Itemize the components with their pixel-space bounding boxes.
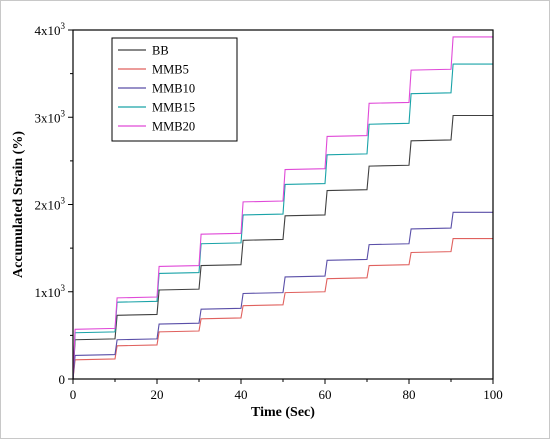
legend-label-bb: BB <box>152 44 169 58</box>
y-tick-label: 0 <box>59 372 66 387</box>
x-tick-label: 0 <box>70 387 77 402</box>
y-axis-title: Accumulated Strain (%) <box>11 131 26 278</box>
series-line-mmb5 <box>72 237 493 380</box>
y-tick-label-base: 0 <box>59 372 66 387</box>
x-axis-title: Time (Sec) <box>251 405 315 420</box>
legend: BB MMB5 MMB10 MMB15 MMB20 <box>111 37 238 142</box>
series-layer <box>72 36 493 380</box>
legend-label-mmb20: MMB20 <box>152 120 195 134</box>
y-tick-label-exponent: 3 <box>61 283 66 293</box>
y-tick-label-exponent: 3 <box>61 21 66 31</box>
x-tick-label: 40 <box>235 387 248 402</box>
y-tick-label: 4x103 <box>35 21 66 38</box>
x-tick-label: 60 <box>319 387 332 402</box>
y-tick-label-exponent: 3 <box>61 196 66 206</box>
x-tick-label: 80 <box>403 387 416 402</box>
series-line-mmb15 <box>72 63 493 380</box>
y-tick-label-exponent: 3 <box>61 108 66 118</box>
y-tick-label-base: 1x10 <box>35 285 61 300</box>
y-tick-label-base: 4x10 <box>35 23 61 38</box>
y-tick-label: 2x103 <box>35 196 66 213</box>
y-tick-label-base: 3x10 <box>35 110 61 125</box>
x-tick-label: 100 <box>483 387 503 402</box>
legend-label-mmb15: MMB15 <box>152 101 195 115</box>
y-tick-label: 3x103 <box>35 108 66 125</box>
series-line-mmb10 <box>72 211 493 380</box>
y-tick-label-base: 2x10 <box>35 198 61 213</box>
x-tick-label: 20 <box>151 387 164 402</box>
legend-label-mmb10: MMB10 <box>152 82 195 96</box>
series-line-bb <box>72 114 493 380</box>
y-tick-label: 1x103 <box>35 283 66 300</box>
legend-box <box>111 37 238 142</box>
series-line-mmb20 <box>72 36 493 380</box>
legend-label-mmb5: MMB5 <box>152 63 189 77</box>
